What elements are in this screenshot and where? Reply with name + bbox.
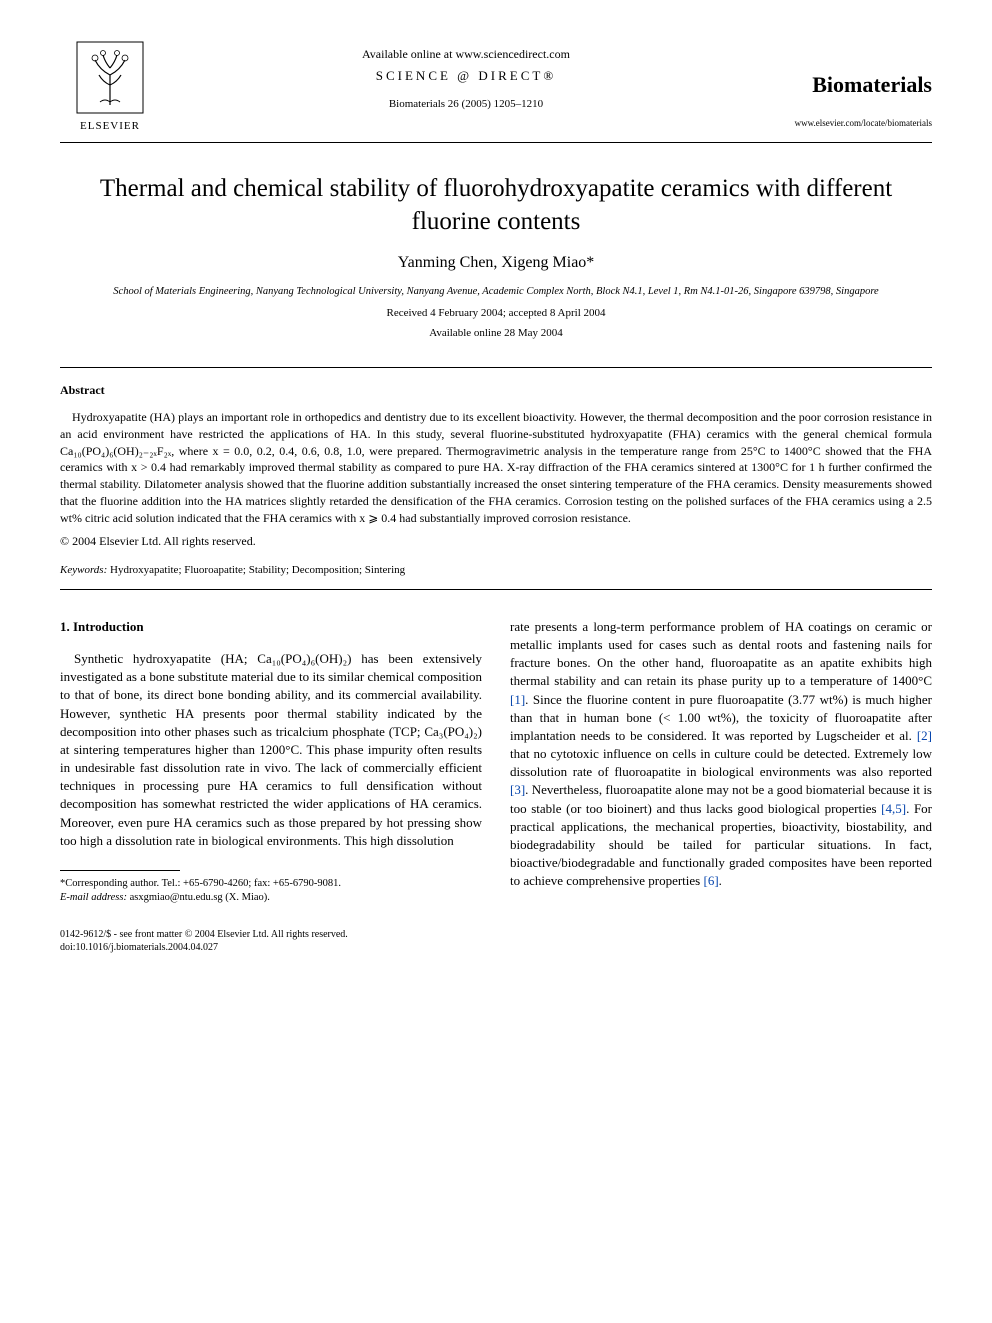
abstract-top-rule [60,367,932,368]
intro-paragraph-right: rate presents a long-term performance pr… [510,618,932,891]
ref-link-6[interactable]: [6] [703,873,718,888]
abstract-copyright: © 2004 Elsevier Ltd. All rights reserved… [60,533,932,550]
section-heading: 1. Introduction [60,618,482,636]
email-line: E-mail address: asxgmiao@ntu.edu.sg (X. … [60,891,482,905]
ref-link-1[interactable]: [1] [510,692,525,707]
online-date: Available online 28 May 2004 [60,326,932,341]
abstract-text: Hydroxyapatite (HA) plays an important r… [60,409,932,527]
ref-link-3[interactable]: [3] [510,782,525,797]
intro-paragraph-left: Synthetic hydroxyapatite (HA; Ca₁₀(PO₄)₆… [60,650,482,850]
keywords-line: Keywords: Hydroxyapatite; Fluoroapatite;… [60,563,932,578]
journal-name: Biomaterials [772,70,932,101]
issn-line: 0142-9612/$ - see front matter © 2004 El… [60,928,932,941]
right-column: rate presents a long-term performance pr… [510,618,932,905]
journal-block: Biomaterials www.elsevier.com/locate/bio… [772,40,932,129]
publisher-name: ELSEVIER [80,119,140,134]
elsevier-tree-icon [75,40,145,115]
ref-link-2[interactable]: [2] [917,728,932,743]
left-column: 1. Introduction Synthetic hydroxyapatite… [60,618,482,905]
header-rule [60,142,932,143]
ref-link-4-5[interactable]: [4,5] [881,801,906,816]
body-columns: 1. Introduction Synthetic hydroxyapatite… [60,618,932,905]
corresponding-author-line: *Corresponding author. Tel.: +65-6790-42… [60,877,482,891]
footer-info: 0142-9612/$ - see front matter © 2004 El… [60,928,932,954]
available-online-text: Available online at www.sciencedirect.co… [160,46,772,63]
article-title: Thermal and chemical stability of fluoro… [60,173,932,238]
affiliation: School of Materials Engineering, Nanyang… [60,285,932,299]
page-header: ELSEVIER Available online at www.science… [60,40,932,134]
footnote-rule [60,870,180,871]
abstract-bottom-rule [60,589,932,590]
keywords-label: Keywords: [60,564,107,576]
email-address: asxgmiao@ntu.edu.sg (X. Miao). [127,892,270,903]
publisher-block: ELSEVIER [60,40,160,134]
doi-line: doi:10.1016/j.biomaterials.2004.04.027 [60,941,932,954]
center-header: Available online at www.sciencedirect.co… [160,40,772,112]
corresponding-author-footnote: *Corresponding author. Tel.: +65-6790-42… [60,877,482,904]
received-date: Received 4 February 2004; accepted 8 Apr… [60,306,932,321]
email-label: E-mail address: [60,892,127,903]
sciencedirect-logo: SCIENCE @ DIRECT® [160,67,772,85]
abstract-heading: Abstract [60,382,932,399]
journal-url: www.elsevier.com/locate/biomaterials [772,117,932,130]
keywords-text: Hydroxyapatite; Fluoroapatite; Stability… [107,564,405,576]
journal-citation: Biomaterials 26 (2005) 1205–1210 [160,97,772,112]
authors: Yanming Chen, Xigeng Miao* [60,252,932,274]
